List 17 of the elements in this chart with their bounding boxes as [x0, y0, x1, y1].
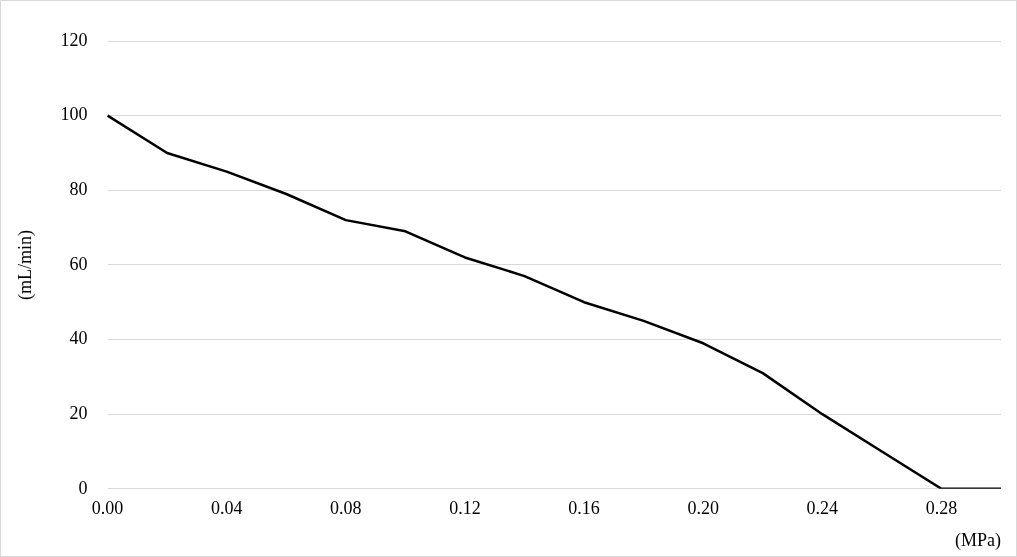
y-tick-label: 40 [69, 328, 88, 349]
y-tick-label: 0 [78, 477, 88, 498]
y-tick-label: 20 [69, 402, 88, 423]
x-tick-label: 0.28 [925, 498, 958, 519]
x-tick-label: 0.04 [210, 498, 243, 519]
x-tick-label: 0.00 [91, 498, 124, 519]
x-axis-title: (MPa) [955, 529, 1001, 551]
y-tick-label: 80 [69, 179, 88, 199]
y-tick-label: 100 [60, 104, 88, 125]
x-tick-label: 0.16 [568, 498, 600, 519]
x-tick-label: 0.20 [687, 498, 719, 519]
y-axis-title: (mL/min) [14, 229, 36, 300]
y-tick-label: 120 [60, 29, 88, 50]
x-tick-label: 0.08 [330, 498, 362, 519]
y-tick-label: 60 [69, 253, 88, 274]
x-tick-label: 0.24 [806, 498, 839, 519]
x-tick-label: 0.12 [449, 498, 481, 519]
